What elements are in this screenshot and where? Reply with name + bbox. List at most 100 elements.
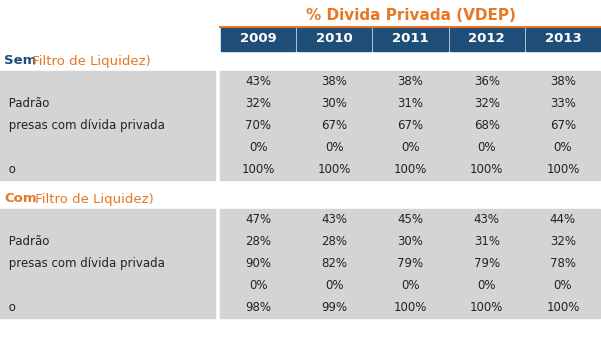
Bar	[220, 275, 295, 296]
Text: 45%: 45%	[397, 213, 424, 226]
Text: Padrão: Padrão	[5, 235, 49, 248]
Text: 79%: 79%	[397, 257, 424, 270]
Bar	[220, 253, 295, 274]
Text: 100%: 100%	[546, 163, 579, 176]
Bar	[296, 231, 371, 252]
Bar	[296, 137, 371, 158]
Text: 100%: 100%	[546, 301, 579, 314]
Bar	[526, 27, 600, 51]
Bar	[296, 209, 371, 230]
Text: 0%: 0%	[554, 279, 572, 292]
Bar	[525, 159, 600, 180]
Bar	[0, 93, 215, 114]
Text: 32%: 32%	[474, 97, 499, 110]
Text: 67%: 67%	[550, 119, 576, 132]
Bar	[0, 137, 215, 158]
Text: 2010: 2010	[316, 32, 353, 45]
Text: 43%: 43%	[322, 213, 347, 226]
Text: 100%: 100%	[394, 163, 427, 176]
Text: 99%: 99%	[322, 301, 347, 314]
Bar	[448, 253, 524, 274]
Bar	[296, 275, 371, 296]
Text: o: o	[5, 163, 16, 176]
Bar	[0, 71, 215, 92]
Bar	[373, 93, 448, 114]
Bar	[0, 231, 215, 252]
Text: 2009: 2009	[240, 32, 276, 45]
Text: 100%: 100%	[242, 163, 275, 176]
Text: 32%: 32%	[245, 97, 271, 110]
Bar	[373, 115, 448, 136]
Bar	[0, 253, 215, 274]
Text: 100%: 100%	[470, 301, 504, 314]
Text: 0%: 0%	[401, 279, 419, 292]
Text: 2013: 2013	[545, 32, 581, 45]
Text: 0%: 0%	[477, 279, 496, 292]
Bar	[220, 231, 295, 252]
Text: 90%: 90%	[245, 257, 271, 270]
Bar	[220, 71, 295, 92]
Bar	[373, 275, 448, 296]
Bar	[296, 93, 371, 114]
Bar	[0, 159, 215, 180]
Bar	[525, 253, 600, 274]
Bar	[0, 275, 215, 296]
Bar	[448, 209, 524, 230]
Bar	[220, 93, 295, 114]
Text: 79%: 79%	[474, 257, 500, 270]
Bar	[0, 115, 215, 136]
Text: 78%: 78%	[550, 257, 576, 270]
Bar	[448, 115, 524, 136]
Text: 82%: 82%	[322, 257, 347, 270]
Text: o: o	[5, 301, 16, 314]
Bar	[373, 159, 448, 180]
Bar	[220, 137, 295, 158]
Text: 67%: 67%	[397, 119, 424, 132]
Text: 44%: 44%	[550, 213, 576, 226]
Text: 0%: 0%	[401, 141, 419, 154]
Text: 33%: 33%	[550, 97, 576, 110]
Text: 47%: 47%	[245, 213, 271, 226]
Text: 43%: 43%	[245, 75, 271, 88]
Text: 0%: 0%	[554, 141, 572, 154]
Bar	[373, 253, 448, 274]
Bar	[525, 231, 600, 252]
Bar	[448, 159, 524, 180]
Text: 100%: 100%	[394, 301, 427, 314]
Text: 0%: 0%	[325, 279, 344, 292]
Bar	[525, 137, 600, 158]
Bar	[450, 27, 524, 51]
Text: 0%: 0%	[249, 141, 267, 154]
Bar	[448, 93, 524, 114]
Text: 38%: 38%	[322, 75, 347, 88]
Text: 70%: 70%	[245, 119, 271, 132]
Text: % Divida Privada (VDEP): % Divida Privada (VDEP)	[305, 8, 516, 24]
Text: presas com dívida privada: presas com dívida privada	[5, 119, 165, 132]
Text: 0%: 0%	[325, 141, 344, 154]
Bar	[0, 209, 215, 230]
Bar	[373, 137, 448, 158]
Bar	[373, 71, 448, 92]
Text: 100%: 100%	[317, 163, 351, 176]
Bar	[0, 297, 215, 318]
Text: 32%: 32%	[550, 235, 576, 248]
Bar	[448, 137, 524, 158]
Bar	[525, 275, 600, 296]
Bar	[448, 297, 524, 318]
Text: 2012: 2012	[468, 32, 505, 45]
Text: Com: Com	[4, 192, 37, 206]
Bar	[448, 71, 524, 92]
Bar	[297, 27, 371, 51]
Text: 67%: 67%	[322, 119, 347, 132]
Bar	[525, 93, 600, 114]
Text: 30%: 30%	[398, 235, 424, 248]
Bar	[221, 27, 295, 51]
Text: 31%: 31%	[474, 235, 499, 248]
Bar	[373, 297, 448, 318]
Text: 68%: 68%	[474, 119, 499, 132]
Text: 0%: 0%	[249, 279, 267, 292]
Bar	[220, 159, 295, 180]
Bar	[525, 209, 600, 230]
Text: 100%: 100%	[470, 163, 504, 176]
Bar	[220, 209, 295, 230]
